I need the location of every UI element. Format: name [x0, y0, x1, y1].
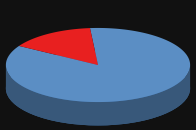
Polygon shape	[19, 28, 98, 65]
Ellipse shape	[6, 51, 190, 125]
Polygon shape	[6, 28, 190, 102]
Polygon shape	[6, 65, 190, 125]
